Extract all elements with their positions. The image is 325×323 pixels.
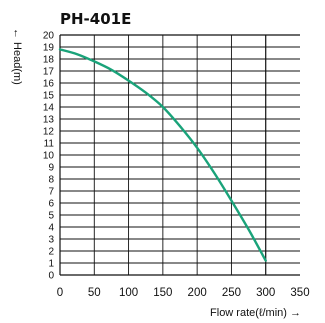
x-tick-label: 0 — [57, 287, 63, 299]
y-tick-label: 3 — [48, 235, 54, 246]
x-axis-label: Flow rate(ℓ/min) → — [210, 307, 301, 319]
y-tick-label: 2 — [48, 247, 54, 258]
y-tick-label: 20 — [43, 31, 55, 42]
y-tick-label: 4 — [48, 223, 54, 234]
y-tick-label: 0 — [48, 271, 54, 282]
y-axis-label: ← Head(m) — [11, 28, 23, 85]
x-tick-label: 50 — [88, 287, 101, 299]
y-tick-label: 15 — [43, 91, 55, 102]
y-tick-label: 9 — [48, 163, 54, 174]
x-tick-label: 100 — [119, 287, 138, 299]
x-tick-label: 300 — [256, 287, 275, 299]
x-tick-label: 250 — [222, 287, 241, 299]
x-tick-label: 350 — [290, 287, 309, 299]
x-tick-label: 200 — [188, 287, 207, 299]
y-tick-label: 5 — [48, 211, 54, 222]
y-tick-label: 6 — [48, 199, 54, 210]
y-tick-label: 12 — [43, 127, 55, 138]
head-curve — [58, 48, 267, 262]
y-tick-label: 14 — [43, 103, 55, 114]
y-tick-label: 10 — [43, 151, 55, 162]
y-tick-label: 18 — [43, 55, 55, 66]
y-tick-label: 17 — [43, 67, 55, 78]
y-tick-label: 11 — [44, 139, 55, 150]
y-tick-label: 1 — [48, 259, 54, 270]
y-tick-label: 7 — [48, 187, 54, 198]
y-tick-label: 16 — [43, 79, 55, 90]
y-tick-label: 8 — [48, 175, 54, 186]
chart-title: PH-401E — [60, 10, 131, 28]
x-tick-label: 150 — [153, 287, 172, 299]
grid — [59, 34, 300, 276]
y-tick-label: 19 — [43, 43, 55, 54]
y-tick-label: 13 — [43, 115, 55, 126]
